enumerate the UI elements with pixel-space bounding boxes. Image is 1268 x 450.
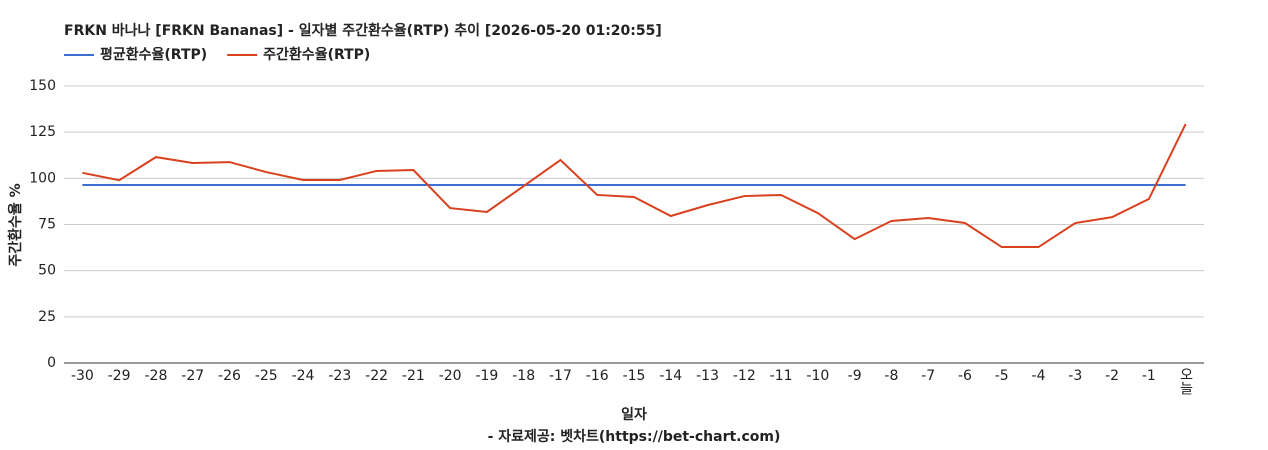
x-tick-label: -12: [733, 368, 756, 384]
x-tick-label: -15: [623, 368, 646, 384]
x-axis-label: 일자: [621, 407, 647, 423]
x-tick-label: -1: [1142, 368, 1156, 384]
y-axis-label: 주간환수율 %: [7, 183, 24, 266]
source-note: - 자료제공: 벳차트(https://bet-chart.com): [488, 428, 781, 445]
x-tick-label: -5: [995, 368, 1009, 384]
x-tick-label: -23: [328, 368, 351, 384]
x-tick-label: -26: [218, 368, 241, 384]
y-tick-label: 100: [29, 170, 56, 186]
x-tick-label: -18: [512, 368, 535, 384]
x-tick-label: -2: [1105, 368, 1119, 384]
x-tick-label: 오늘: [1178, 367, 1194, 395]
x-tick-label: -17: [549, 368, 572, 384]
x-tick-label: -10: [806, 368, 829, 384]
x-tick-label: -8: [884, 368, 898, 384]
x-tick-label: -21: [402, 368, 425, 384]
x-tick-label: -22: [365, 368, 388, 384]
x-tick-label: -30: [71, 368, 94, 384]
x-tick-label: -3: [1068, 368, 1082, 384]
y-tick-label: 25: [38, 309, 56, 325]
x-tick-label: -4: [1032, 368, 1046, 384]
x-tick-label: -24: [292, 368, 315, 384]
x-tick-label: -7: [921, 368, 935, 384]
x-tick-label: -11: [770, 368, 793, 384]
x-tick-label: -9: [848, 368, 862, 384]
legend-label: 주간환수율(RTP): [263, 46, 370, 63]
y-tick-label: 125: [29, 124, 56, 140]
legend-label: 평균환수율(RTP): [100, 46, 207, 63]
x-tick-label: -29: [108, 368, 131, 384]
chart-title: FRKN 바나나 [FRKN Bananas] - 일자별 주간환수율(RTP)…: [64, 22, 662, 39]
y-tick-label: 150: [29, 78, 56, 94]
x-tick-label: -20: [439, 368, 462, 384]
x-tick-label: -19: [475, 368, 498, 384]
x-tick-label: -28: [144, 368, 167, 384]
x-tick-label: -16: [586, 368, 609, 384]
x-tick-label: -6: [958, 368, 972, 384]
series-line: [82, 123, 1187, 249]
y-tick-label: 0: [47, 355, 56, 371]
y-tick-label: 75: [38, 217, 56, 233]
y-tick-label: 50: [38, 263, 56, 279]
x-tick-label: -27: [181, 368, 204, 384]
x-tick-label: -25: [255, 368, 278, 384]
x-tick-label: -13: [696, 368, 719, 384]
x-tick-label: -14: [659, 368, 682, 384]
